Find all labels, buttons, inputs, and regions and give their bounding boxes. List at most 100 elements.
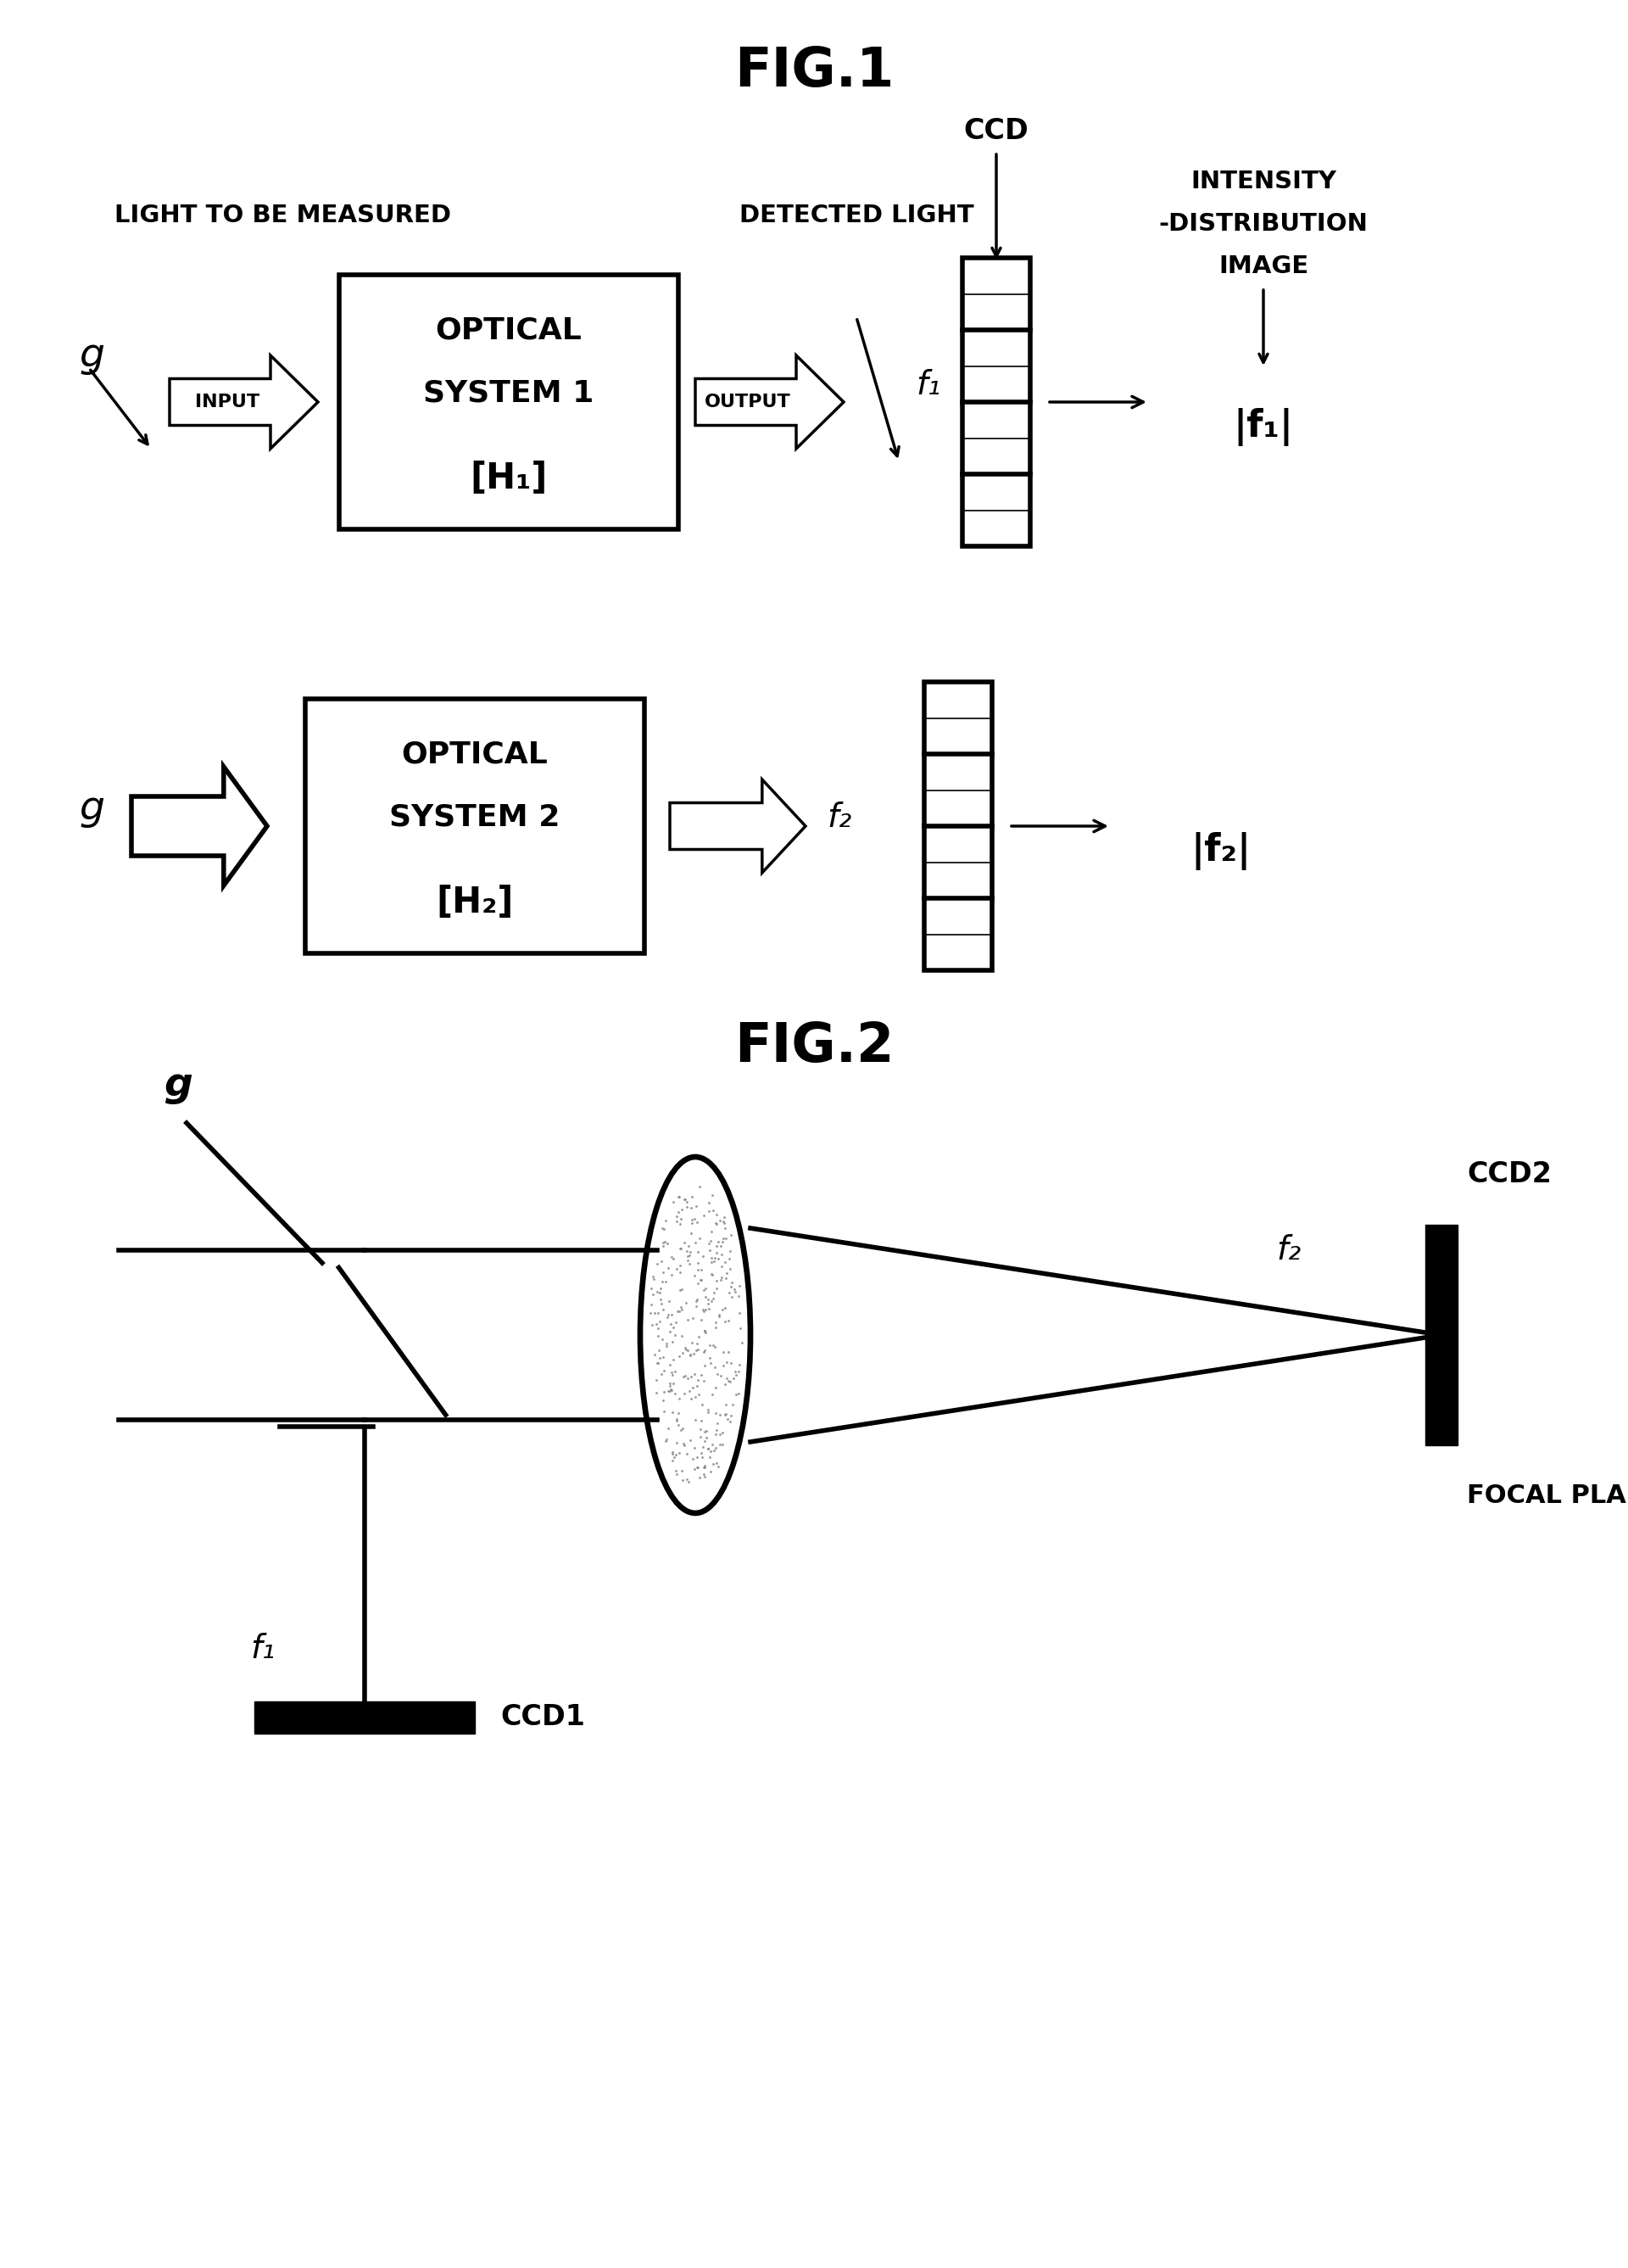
Bar	[339, 274, 679, 528]
Point	[682, 1402, 708, 1438]
Point	[684, 1368, 710, 1404]
Point	[643, 1374, 669, 1411]
Point	[687, 1261, 713, 1297]
Point	[676, 1236, 702, 1272]
Point	[681, 1300, 707, 1336]
Point	[713, 1395, 739, 1431]
Point	[698, 1256, 724, 1293]
Point	[698, 1284, 724, 1320]
Point	[692, 1413, 718, 1449]
Point	[711, 1365, 737, 1402]
Point	[640, 1259, 666, 1295]
Point	[695, 1390, 721, 1427]
Point	[654, 1250, 681, 1286]
Text: OPTICAL: OPTICAL	[402, 739, 549, 769]
Point	[718, 1363, 744, 1399]
Point	[703, 1304, 729, 1340]
Point	[653, 1329, 679, 1365]
Point	[667, 1229, 694, 1266]
Point	[685, 1377, 711, 1413]
Point	[656, 1368, 682, 1404]
Text: SYSTEM 1: SYSTEM 1	[423, 379, 594, 408]
Point	[650, 1338, 676, 1374]
Point	[705, 1449, 731, 1486]
Point	[653, 1202, 679, 1238]
Point	[663, 1436, 689, 1472]
Point	[646, 1340, 672, 1377]
Point	[697, 1433, 723, 1470]
Point	[716, 1241, 742, 1277]
Point	[703, 1263, 729, 1300]
Point	[645, 1345, 671, 1381]
Point	[681, 1452, 707, 1488]
Point	[669, 1191, 695, 1227]
Point	[707, 1297, 733, 1334]
Point	[720, 1361, 746, 1397]
Point	[697, 1340, 723, 1377]
Point	[666, 1406, 692, 1442]
Point	[648, 1281, 674, 1318]
Point	[650, 1383, 676, 1420]
Point	[669, 1463, 695, 1499]
Point	[692, 1313, 718, 1349]
Point	[682, 1379, 708, 1415]
Point	[658, 1372, 684, 1408]
Point	[694, 1413, 720, 1449]
Point	[640, 1306, 666, 1343]
Point	[711, 1347, 737, 1383]
Point	[648, 1243, 674, 1279]
Point	[682, 1225, 708, 1261]
Point	[703, 1309, 729, 1345]
Point	[679, 1179, 705, 1216]
Point	[700, 1177, 726, 1213]
Point	[674, 1461, 700, 1497]
Point	[723, 1377, 749, 1413]
Point	[643, 1361, 669, 1397]
Point	[703, 1370, 729, 1406]
Point	[659, 1436, 685, 1472]
Point	[645, 1318, 671, 1354]
Point	[664, 1402, 690, 1438]
Point	[669, 1318, 695, 1354]
Point	[664, 1424, 690, 1461]
Point	[700, 1431, 726, 1467]
Point	[664, 1252, 690, 1288]
Point	[651, 1374, 677, 1411]
Point	[718, 1397, 744, 1433]
Point	[689, 1356, 715, 1393]
Point	[641, 1261, 667, 1297]
Point	[659, 1325, 685, 1361]
Point	[697, 1290, 723, 1327]
Text: [H₁]: [H₁]	[470, 460, 547, 497]
Point	[651, 1352, 677, 1388]
Point	[674, 1184, 700, 1220]
Text: [H₂]: [H₂]	[436, 885, 513, 921]
Point	[674, 1234, 700, 1270]
Point	[708, 1356, 734, 1393]
Point	[658, 1306, 684, 1343]
Text: f₂: f₂	[1276, 1234, 1301, 1266]
Point	[705, 1241, 731, 1277]
Point	[726, 1277, 752, 1313]
Text: FIG.2: FIG.2	[734, 1021, 894, 1073]
Point	[703, 1445, 729, 1481]
Point	[661, 1309, 687, 1345]
Point	[713, 1220, 739, 1256]
Text: LIGHT TO BE MEASURED: LIGHT TO BE MEASURED	[114, 204, 451, 227]
Point	[718, 1268, 744, 1304]
Point	[650, 1263, 676, 1300]
Point	[713, 1261, 739, 1297]
Point	[674, 1331, 700, 1368]
Text: INPUT: INPUT	[195, 395, 259, 411]
Point	[669, 1293, 695, 1329]
Bar	[306, 699, 645, 953]
Point	[682, 1256, 708, 1293]
Point	[703, 1207, 729, 1243]
Bar	[925, 683, 991, 971]
Point	[697, 1222, 723, 1259]
Point	[710, 1222, 736, 1259]
Point	[661, 1440, 687, 1476]
Point	[653, 1263, 679, 1300]
Point	[671, 1377, 697, 1413]
Point	[646, 1275, 672, 1311]
